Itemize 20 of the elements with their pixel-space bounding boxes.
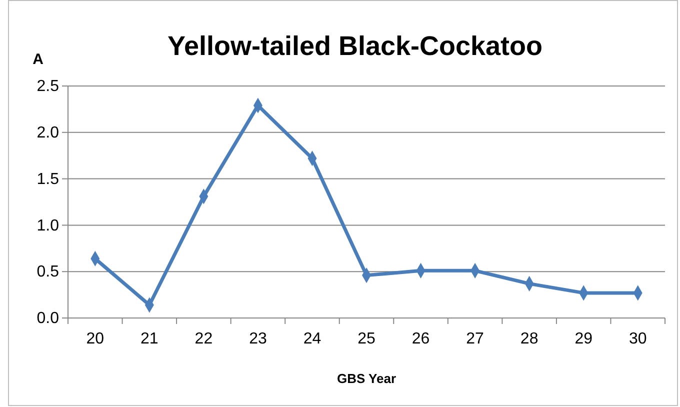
y-tick-label: 1.0 [36,217,60,234]
x-tick-label: 30 [628,330,647,348]
chart-title: Yellow-tailed Black-Cockatoo [167,31,543,61]
y-axis-title: A [32,51,44,68]
x-axis-title: GBS Year [336,371,396,386]
y-tick-label: 0.0 [36,310,60,328]
y-tick-label: 2.0 [36,124,60,142]
x-tick-label: 27 [466,330,484,348]
y-tick-label: 1.5 [36,170,60,188]
y-tick-label: 2.5 [36,78,60,96]
x-tick-label: 20 [86,330,104,348]
x-tick-label: 21 [140,330,158,348]
x-tick-label: 28 [520,330,538,348]
x-tick-label: 26 [412,330,430,348]
x-tick-label: 25 [358,330,376,348]
x-tick-label: 22 [194,330,213,348]
x-tick-label: 23 [249,330,267,348]
x-tick-label: 24 [303,330,322,348]
y-tick-label: 0.5 [36,264,60,281]
x-tick-label: 29 [574,330,593,348]
